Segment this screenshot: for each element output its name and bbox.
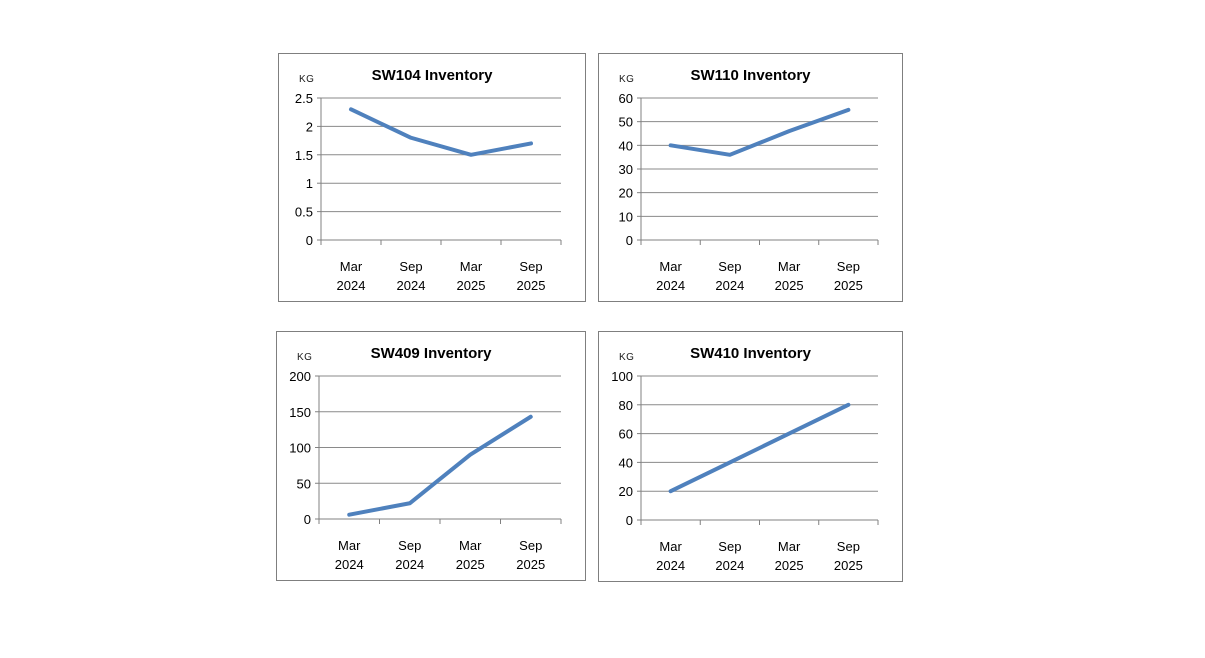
y-tick-label: 100 [289,441,311,456]
y-tick-label: 1 [306,176,313,191]
unit-label: KG [297,352,313,363]
unit-label: KG [299,74,315,85]
series-line [668,107,851,157]
y-tick-label: 0 [626,513,633,528]
x-tick-label: Mar 2025 [775,259,804,293]
y-tick-label: 40 [619,138,633,153]
y-tick-label: 150 [289,405,311,420]
series-line [349,107,533,157]
x-tick-label: Mar 2024 [656,539,685,573]
unit-label: KG [619,74,635,85]
chart-panel-sw110: KG SW110 Inventory 0 10 20 30 40 50 60 Mar 2024 S… [598,53,903,302]
x-tick-label: Sep 2025 [834,259,863,293]
y-tick-label: 60 [619,427,633,442]
x-tick-label: Mar 2025 [457,259,486,293]
y-tick-label: 60 [619,91,633,106]
y-tick-label: 0 [306,233,313,248]
y-tick-label: 200 [289,369,311,384]
chart-panel-sw410: KG SW410 Inventory 0 20 40 60 80 100 Mar 2024 Se… [598,331,903,582]
chart-panel-sw409: KG SW409 Inventory 0 50 100 150 200 Mar 2024 Se… [276,331,586,581]
y-tick-label: 0 [626,233,633,248]
chart-panel-sw104: KG SW104 Inventory 0 0.5 1 1.5 2 2.5 Mar 2024 Se… [278,53,586,302]
line-plot: 0 20 40 60 80 100 Mar 2024 Sep 2024 Mar 2025 Sep 2025 [611,369,879,573]
x-tick-label: Sep 2024 [715,259,744,293]
chart-title: SW410 Inventory [690,345,811,362]
chart-title: SW104 Inventory [371,67,493,84]
x-tick-label: Mar 2024 [656,259,685,293]
x-tick-label: Mar 2024 [335,538,364,572]
x-tick-label: Sep 2024 [395,538,424,572]
series-line [347,414,533,517]
x-tick-label: Sep 2025 [834,539,863,573]
y-tick-label: 2.5 [295,91,313,106]
y-tick-label: 30 [619,162,633,177]
y-tick-label: 20 [619,484,633,499]
y-tick-label: 0.5 [295,205,313,220]
y-tick-label: 40 [619,455,633,470]
chart-title: SW409 Inventory [370,345,492,362]
y-tick-label: 80 [619,398,633,413]
x-tick-label: Mar 2025 [775,539,804,573]
x-tick-label: Sep 2024 [397,259,426,293]
line-plot: 0 0.5 1 1.5 2 2.5 Mar 2024 Sep 2024 Mar 2025 Sep 2025 [295,91,562,293]
x-tick-label: Sep 2025 [516,538,545,572]
y-tick-label: 50 [619,115,633,130]
line-plot: 0 50 100 150 200 Mar 2024 Sep 2024 Mar 2025 Sep 2025 [289,369,562,572]
y-tick-label: 2 [306,119,313,134]
series-line [668,402,851,494]
chart-title: SW110 Inventory [690,67,811,84]
x-tick-label: Sep 2024 [715,539,744,573]
unit-label: KG [619,352,635,363]
y-tick-label: 0 [304,512,311,527]
y-tick-label: 10 [619,209,633,224]
y-tick-label: 20 [619,186,633,201]
y-tick-label: 1.5 [295,148,313,163]
y-tick-label: 100 [611,369,633,384]
line-plot: 0 10 20 30 40 50 60 Mar 2024 Sep 2024 Mar 2025 Sep 202… [619,91,879,293]
x-tick-label: Mar 2025 [456,538,485,572]
y-tick-label: 50 [297,476,311,491]
x-tick-label: Mar 2024 [337,259,366,293]
x-tick-label: Sep 2025 [517,259,546,293]
